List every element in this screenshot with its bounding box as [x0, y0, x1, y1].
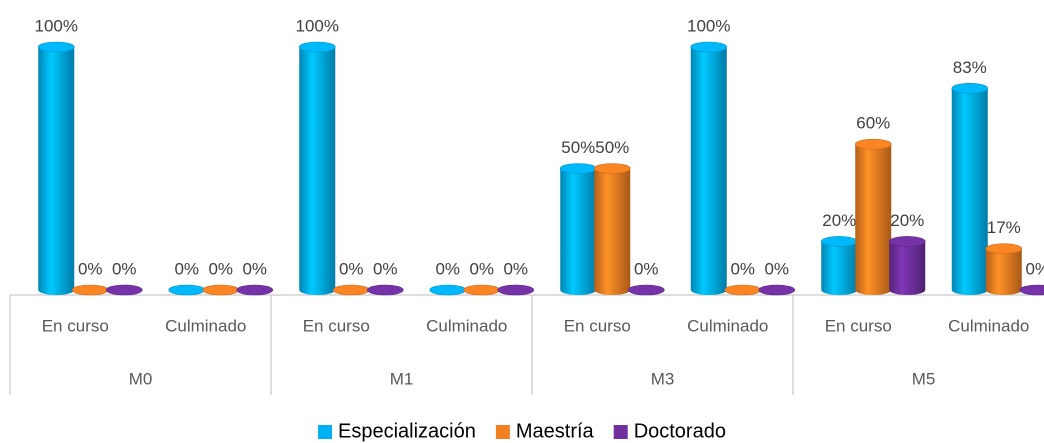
bar-top	[820, 236, 858, 247]
data-label: 0%	[435, 259, 460, 278]
data-label: 0%	[469, 259, 494, 278]
data-label: 100%	[296, 16, 339, 35]
x-tick-label: Culminado	[426, 316, 507, 335]
group-label: M1	[390, 369, 414, 388]
data-label: 0%	[112, 259, 137, 278]
legend-label: Especialización	[338, 420, 476, 442]
legend-label: Doctorado	[634, 420, 726, 442]
x-tick-label: Culminado	[687, 316, 768, 335]
data-label: 0%	[242, 259, 267, 278]
legend-swatch	[318, 425, 333, 439]
bar	[299, 42, 336, 296]
bar	[951, 83, 988, 296]
bar-top	[168, 284, 206, 296]
data-label: 0%	[764, 259, 789, 278]
bar-top	[888, 236, 926, 247]
bar-top	[497, 284, 535, 296]
bar	[594, 163, 631, 295]
data-label: 0%	[634, 259, 659, 278]
bar	[889, 236, 926, 295]
data-label: 50%	[561, 138, 595, 157]
data-label: 50%	[595, 138, 629, 157]
bar	[690, 42, 727, 296]
bar	[560, 163, 597, 295]
data-label: 0%	[78, 259, 103, 278]
group-label: M3	[651, 369, 675, 388]
data-label: 100%	[687, 16, 730, 35]
group-label: M5	[912, 369, 936, 388]
legend-swatch	[495, 425, 510, 439]
bar	[821, 236, 858, 295]
bar-top	[332, 284, 370, 296]
data-label: 83%	[953, 58, 987, 77]
bar-top	[1019, 284, 1044, 296]
bar-top	[559, 163, 597, 174]
legend-label: Maestría	[516, 420, 595, 442]
bar-top	[429, 284, 467, 296]
bar-top	[105, 284, 143, 296]
data-label: 0%	[373, 259, 398, 278]
bar-top	[593, 163, 631, 174]
bar-top	[298, 41, 336, 53]
data-label: 0%	[730, 259, 755, 278]
bar-top	[37, 41, 75, 53]
x-tick-label: En curso	[42, 316, 109, 335]
legend-swatch	[613, 425, 628, 439]
data-label: 0%	[208, 259, 233, 278]
data-label: 17%	[987, 218, 1021, 237]
bar	[855, 139, 892, 295]
bar-top	[951, 83, 989, 94]
x-tick-label: Culminado	[165, 316, 246, 335]
bar	[985, 243, 1022, 295]
bar-top	[985, 243, 1023, 254]
group-label: M0	[129, 369, 153, 388]
bar-top	[463, 284, 501, 296]
data-label: 20%	[822, 211, 856, 230]
x-tick-label: En curso	[303, 316, 370, 335]
x-tick-label: Culminado	[948, 316, 1029, 335]
data-label: 0%	[174, 259, 199, 278]
data-label: 20%	[890, 211, 924, 230]
x-tick-label: En curso	[825, 316, 892, 335]
bar-top	[71, 284, 109, 296]
bar	[38, 42, 75, 296]
bar-top	[854, 138, 892, 150]
bar-top	[690, 41, 728, 53]
data-label: 100%	[35, 16, 78, 35]
x-tick-label: En curso	[564, 316, 631, 335]
bar-top	[236, 284, 274, 296]
bar-top	[758, 284, 796, 296]
data-label: 60%	[856, 114, 890, 133]
bar-top	[202, 284, 240, 296]
bar-top	[627, 284, 665, 296]
bar-top	[366, 284, 404, 296]
data-label: 0%	[503, 259, 528, 278]
data-label: 0%	[339, 259, 364, 278]
data-label: 0%	[1025, 259, 1044, 278]
bar-top	[724, 284, 762, 296]
